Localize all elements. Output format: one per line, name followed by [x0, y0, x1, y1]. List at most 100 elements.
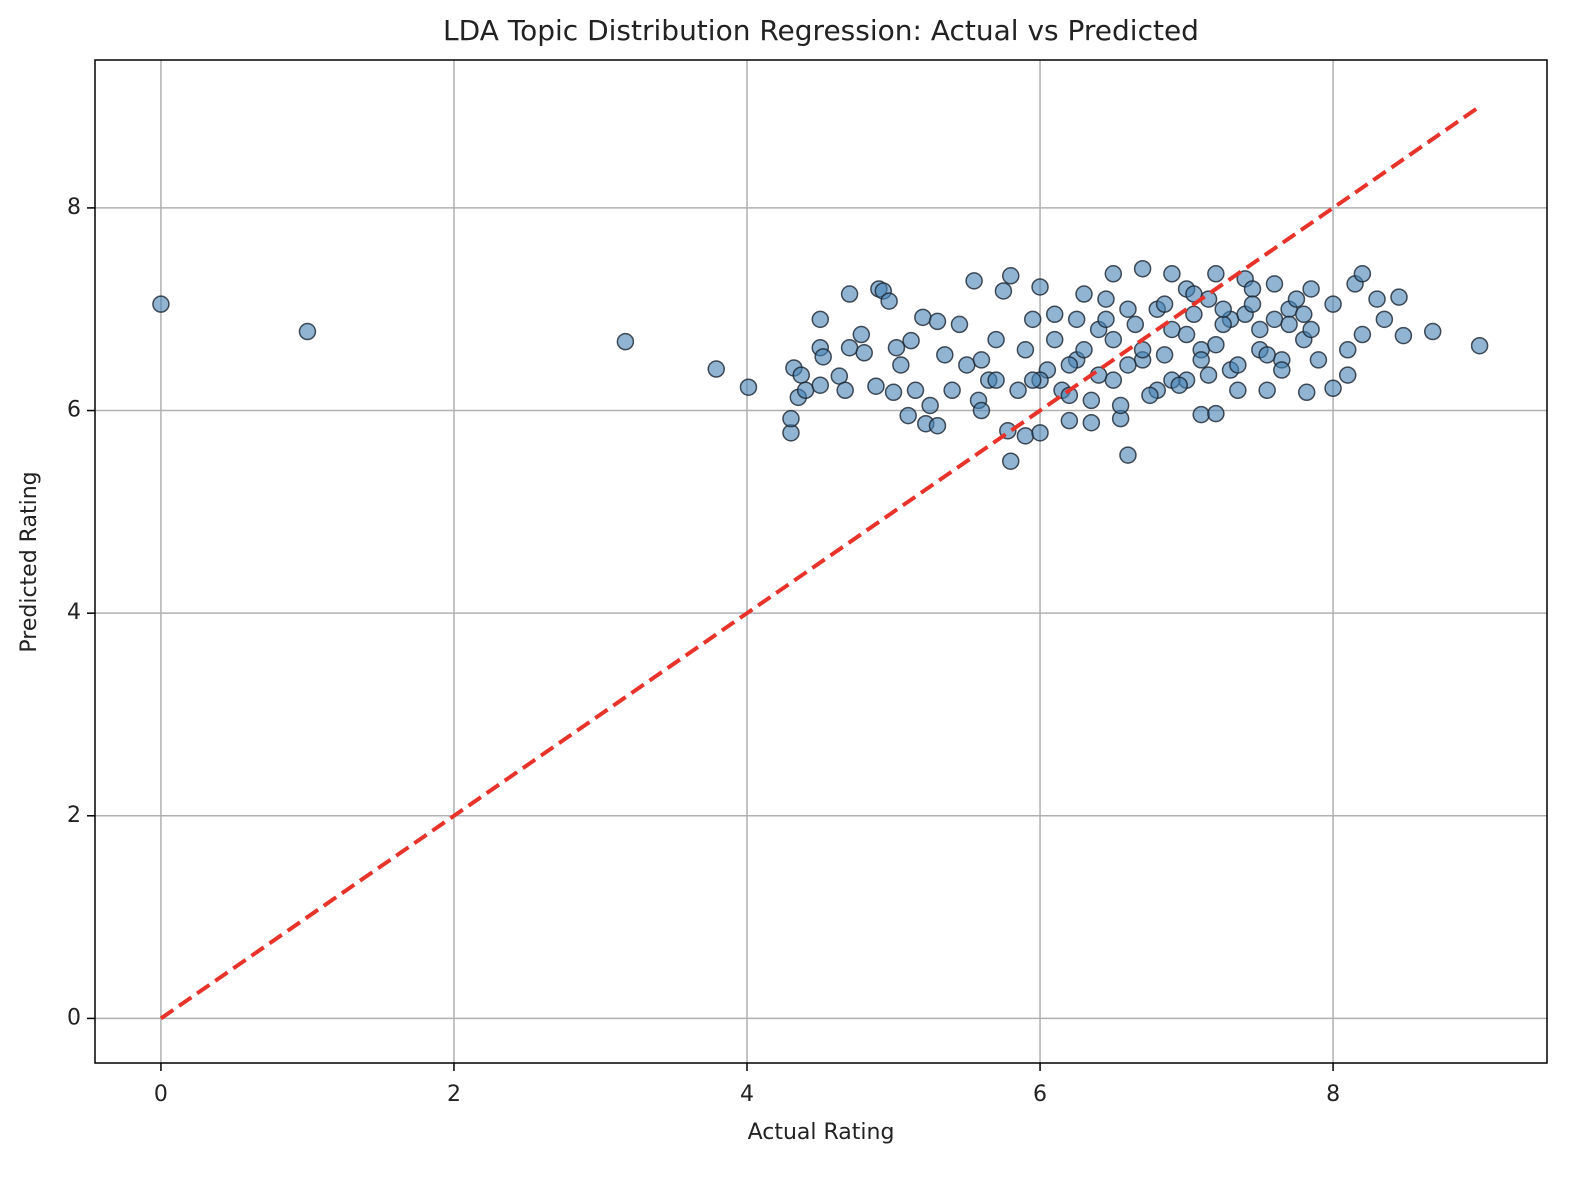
- point: [1207, 265, 1225, 283]
- point: [1192, 405, 1210, 424]
- y-tick-label: 0: [67, 1005, 81, 1030]
- plot-frame: [94, 59, 1548, 1064]
- point: [796, 381, 815, 400]
- point: [1119, 300, 1137, 318]
- point: [707, 360, 725, 378]
- point: [298, 322, 317, 341]
- y-axis-label: Predicted Rating: [17, 471, 42, 652]
- point: [928, 416, 947, 435]
- point: [972, 351, 991, 369]
- point: [1177, 325, 1196, 344]
- point: [1104, 371, 1123, 389]
- point: [1104, 330, 1123, 349]
- point: [1207, 335, 1225, 354]
- point: [782, 409, 800, 428]
- point: [1423, 322, 1442, 341]
- point: [1009, 381, 1027, 400]
- point: [852, 325, 871, 344]
- point: [1265, 310, 1284, 329]
- point: [1060, 356, 1079, 374]
- point: [1016, 341, 1035, 359]
- reference-line: [159, 104, 1481, 1021]
- point: [1082, 391, 1101, 410]
- point: [1155, 346, 1174, 364]
- point: [1185, 305, 1203, 324]
- point: [1324, 295, 1342, 313]
- point: [1045, 330, 1064, 349]
- point: [1265, 275, 1284, 293]
- point: [792, 366, 810, 384]
- point: [1133, 259, 1152, 278]
- point: [1023, 371, 1042, 389]
- point: [958, 356, 976, 374]
- point: [1214, 315, 1232, 334]
- point: [1199, 366, 1218, 384]
- point: [1390, 288, 1408, 306]
- point: [914, 308, 932, 327]
- point: [994, 282, 1013, 300]
- x-tick-label: 8: [1326, 1082, 1340, 1107]
- point: [1119, 446, 1137, 464]
- y-tick-label: 4: [67, 600, 81, 625]
- point: [814, 348, 832, 366]
- point: [987, 330, 1005, 349]
- point: [1031, 424, 1049, 442]
- point: [1126, 315, 1145, 334]
- point: [616, 332, 635, 351]
- point: [1302, 320, 1320, 339]
- point: [1229, 381, 1247, 400]
- point: [811, 310, 830, 329]
- point: [1001, 452, 1020, 470]
- point: [1280, 315, 1298, 334]
- point: [1207, 404, 1225, 423]
- point: [1141, 386, 1159, 405]
- point: [965, 272, 983, 290]
- point: [1470, 336, 1489, 355]
- point: [1243, 280, 1262, 298]
- point: [152, 295, 170, 313]
- x-tick-label: 0: [154, 1082, 168, 1107]
- point: [1031, 278, 1049, 296]
- point: [1016, 427, 1035, 445]
- point: [950, 315, 969, 334]
- point: [1097, 310, 1115, 329]
- point: [880, 292, 898, 310]
- point: [811, 376, 830, 394]
- point: [1170, 376, 1188, 394]
- point: [972, 401, 991, 420]
- point: [1023, 310, 1042, 329]
- point: [1258, 346, 1276, 364]
- point: [1119, 356, 1137, 374]
- point: [943, 381, 961, 400]
- point: [892, 356, 910, 374]
- point: [836, 381, 854, 400]
- point: [1394, 326, 1413, 345]
- point: [1104, 265, 1123, 283]
- point: [1297, 383, 1316, 402]
- point: [1192, 351, 1210, 369]
- point: [1214, 300, 1232, 318]
- point: [1067, 310, 1086, 329]
- chart-title: LDA Topic Distribution Regression: Actua…: [443, 14, 1199, 47]
- point: [1243, 295, 1262, 313]
- x-tick-label: 4: [740, 1082, 754, 1107]
- point: [1309, 351, 1328, 369]
- point: [1273, 361, 1291, 379]
- x-axis-label: Actual Rating: [748, 1120, 895, 1145]
- point: [921, 396, 939, 415]
- point: [1111, 396, 1130, 415]
- y-tick-label: 2: [67, 803, 81, 828]
- point: [928, 312, 947, 331]
- point: [1353, 325, 1372, 344]
- point: [840, 338, 859, 357]
- point: [1251, 320, 1269, 339]
- point: [867, 377, 885, 395]
- point: [739, 378, 758, 396]
- point: [906, 381, 925, 400]
- point: [987, 371, 1005, 389]
- point: [1155, 295, 1174, 313]
- point: [1133, 341, 1152, 359]
- point: [1353, 265, 1372, 283]
- point: [1324, 379, 1342, 398]
